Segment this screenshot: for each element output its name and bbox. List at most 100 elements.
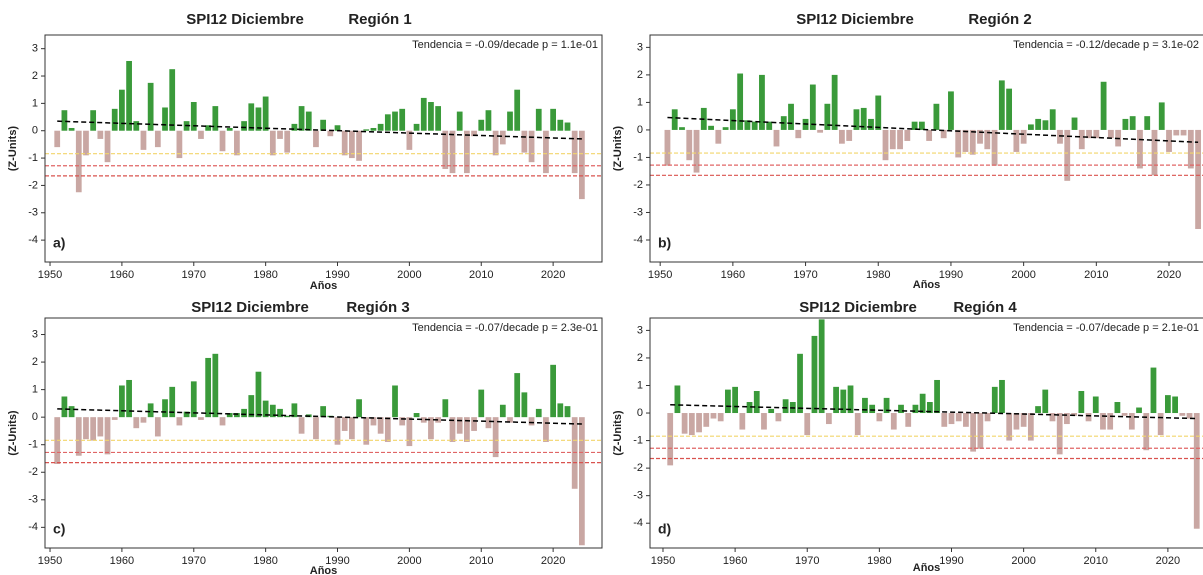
bar [898,404,904,414]
x-tick-label: 1970 [795,555,819,567]
x-axis-label: Años [310,565,338,575]
bar [514,89,521,131]
bar [521,392,528,418]
y-tick-label: 0 [32,411,38,423]
bar [1136,407,1142,414]
bar [1006,88,1013,130]
bar [1085,413,1092,422]
x-tick-label: 2000 [397,555,421,567]
bar [818,319,825,414]
x-tick-label: 2020 [1156,555,1180,567]
bar [991,386,998,414]
bar [1187,129,1194,169]
bar [751,121,758,130]
bar [883,397,890,414]
bar [320,406,327,418]
bar [722,127,729,130]
chart-subtitle: Región 4 [953,299,1017,316]
bar [926,402,933,414]
x-tick-label: 1990 [325,555,349,567]
bar [941,413,948,427]
bar [111,108,118,131]
bar [413,123,420,131]
bar [1100,81,1107,130]
bar [147,403,154,418]
bar [838,129,845,144]
bar [679,127,685,130]
panel: SPI12 Diciembre Región 3 -4 -3 -2 -1 0 1 2 3 1950 1… [7,299,603,575]
bar [571,130,578,174]
y-axis-label: (Z-Units) [7,126,19,172]
plot-frame [649,317,1203,549]
panel: SPI12 Diciembre Región 1 -4 -3 -2 -1 0 1 2 3 1950 1… [7,11,603,292]
bar [190,102,197,131]
bar [499,404,506,418]
bar [1165,395,1171,414]
bar [1071,413,1078,416]
bar [61,110,68,131]
bar [1020,129,1027,144]
y-tick-label: -1 [633,151,643,163]
y-tick-label: -4 [28,521,38,533]
bar [226,127,233,131]
bar [499,130,506,145]
bar [969,129,976,155]
bar [1186,413,1193,419]
bar [739,413,746,430]
bar [897,129,903,150]
bar [693,129,700,173]
bar [977,129,983,144]
bar [147,82,154,131]
bar [833,386,839,414]
bar [341,130,348,156]
bar [162,399,168,418]
bar [550,108,557,131]
bar [686,129,693,161]
bar [1013,413,1020,430]
x-tick-label: 2020 [1157,269,1181,281]
bar [977,413,984,449]
bar [370,417,377,426]
bar [241,408,247,418]
bar [1064,413,1070,425]
y-tick-label: -4 [633,517,643,529]
bar [725,389,731,414]
bar [1093,129,1100,139]
bar [876,413,883,422]
bar [703,413,710,427]
bar [869,404,876,414]
bar [579,417,585,546]
x-tick-label: 2000 [397,269,421,281]
bar [1144,116,1151,130]
bar [399,108,406,131]
bar [111,417,118,420]
y-tick-label: -1 [28,439,38,451]
bar [492,130,499,156]
bar [176,417,183,426]
bar [68,406,75,418]
bar [1179,413,1186,416]
bar [356,399,362,418]
bar [313,130,319,148]
bar [768,408,775,414]
bar [162,107,168,131]
y-tick-label: -1 [28,152,38,164]
bar [298,106,305,131]
bar [1078,129,1085,150]
bar [313,417,319,440]
bar [1086,129,1092,139]
bar [535,408,542,418]
bar [717,413,724,422]
bar [363,417,370,445]
annotation: Tendencia = -0.07/decade p = 2.1e-01 [1013,322,1199,334]
bar [90,417,97,441]
bar [420,97,427,131]
bar [759,74,765,130]
plot [650,73,1203,229]
bar [744,120,751,130]
y-tick-label: -1 [633,434,643,446]
bar [1143,413,1150,451]
bar [198,417,204,420]
bar [341,417,348,431]
bar [255,107,262,131]
